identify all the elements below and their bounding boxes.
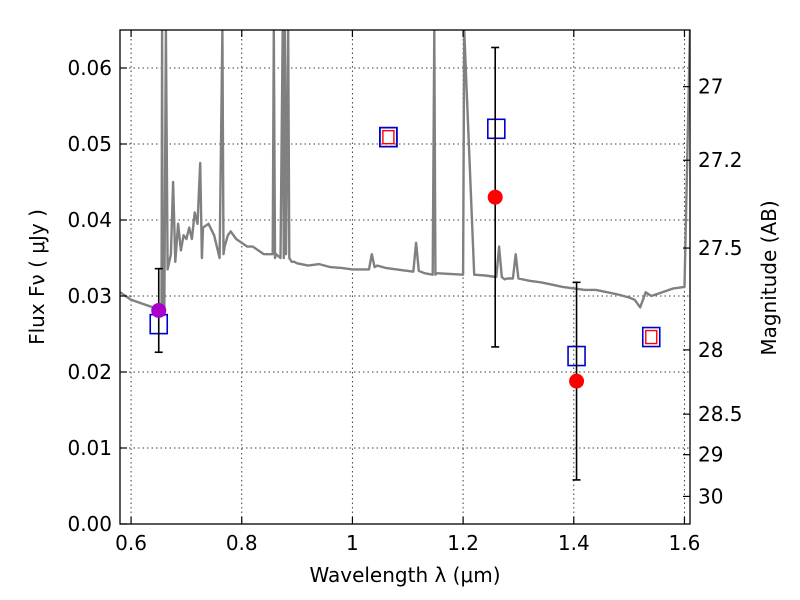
axis-ticks: 0.6 0.8 1 1.2 1.4 1.6 0.00 0.01 0.02 0.03 0.04 0.05… xyxy=(67,30,743,555)
y-tick-label: 0.03 xyxy=(67,284,112,308)
x-tick-label: 1.2 xyxy=(447,531,479,555)
plot-frame xyxy=(119,29,691,525)
x-axis-title: Wavelength λ (μm) xyxy=(309,563,500,587)
x-tick-label: 1 xyxy=(346,531,359,555)
y-tick-label: 0.04 xyxy=(67,208,112,232)
y-tick-label: 0.06 xyxy=(67,56,112,80)
right-tick-label: 27.5 xyxy=(698,236,743,260)
data-markers xyxy=(149,46,661,481)
model-band-square-outer xyxy=(379,126,398,148)
right-tick-label: 28.5 xyxy=(698,402,743,426)
observed-point-purple xyxy=(151,302,167,318)
right-axis-title: Magnitude (AB) xyxy=(757,200,781,355)
y-tick-label: 0.02 xyxy=(67,360,112,384)
observed-point-red xyxy=(569,373,585,389)
y-tick-label: 0.05 xyxy=(67,132,112,156)
observed-point-red xyxy=(487,189,503,205)
y-tick-label: 0.01 xyxy=(67,436,112,460)
right-tick-label: 27 xyxy=(698,75,723,99)
model-band-square-inner xyxy=(645,329,658,345)
right-tick-label: 28 xyxy=(698,338,723,362)
x-tick-label: 0.8 xyxy=(226,531,258,555)
y-tick-label: 0.00 xyxy=(67,512,112,536)
right-tick-label: 29 xyxy=(698,443,723,467)
right-tick-label: 30 xyxy=(698,484,723,508)
model-band-square-outer xyxy=(641,326,661,348)
x-tick-label: 1.6 xyxy=(669,531,701,555)
model-spectrum-line xyxy=(120,30,690,317)
x-tick-label: 0.6 xyxy=(115,531,147,555)
model-band-square xyxy=(487,118,506,140)
y-axis-title: Flux Fν ( μJy ) xyxy=(25,209,49,345)
right-tick-label: 27.2 xyxy=(698,148,743,172)
x-tick-label: 1.4 xyxy=(558,531,590,555)
model-band-square-inner xyxy=(382,129,395,145)
